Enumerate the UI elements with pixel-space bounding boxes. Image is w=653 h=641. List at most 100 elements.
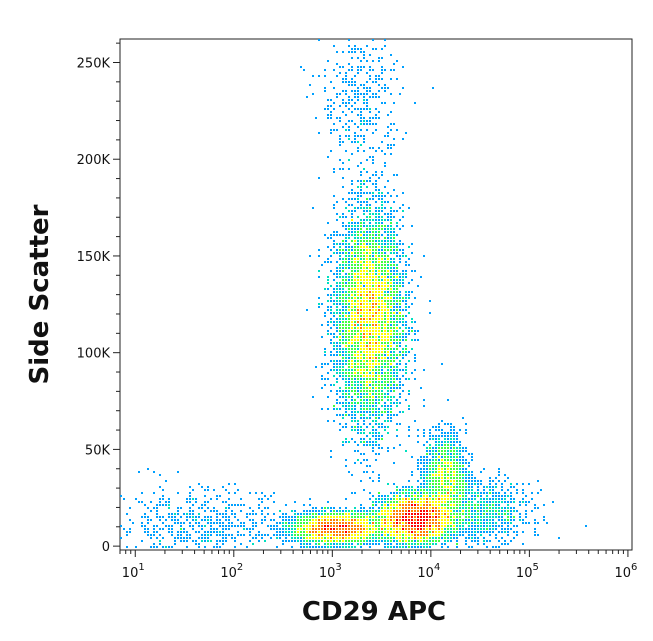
event-dot bbox=[333, 243, 335, 245]
event-dot bbox=[372, 330, 374, 332]
event-dot bbox=[501, 522, 503, 524]
event-dot bbox=[375, 261, 377, 263]
event-dot bbox=[225, 513, 227, 515]
event-dot bbox=[363, 258, 365, 260]
event-dot bbox=[369, 300, 371, 302]
event-dot bbox=[444, 441, 446, 443]
event-dot bbox=[402, 318, 404, 320]
event-dot bbox=[327, 333, 329, 335]
event-dot bbox=[345, 303, 347, 305]
event-dot bbox=[354, 237, 356, 239]
event-dot bbox=[393, 327, 395, 329]
event-dot bbox=[465, 429, 467, 431]
event-dot bbox=[345, 318, 347, 320]
event-dot bbox=[375, 249, 377, 251]
event-dot bbox=[150, 546, 152, 548]
event-dot bbox=[393, 534, 395, 536]
event-dot bbox=[432, 471, 434, 473]
event-dot bbox=[372, 387, 374, 389]
event-dot bbox=[375, 270, 377, 272]
event-dot bbox=[441, 492, 443, 494]
event-dot bbox=[354, 369, 356, 371]
event-dot bbox=[483, 498, 485, 500]
event-dot bbox=[345, 72, 347, 74]
event-dot bbox=[369, 315, 371, 317]
event-dot bbox=[369, 477, 371, 479]
event-dot bbox=[336, 393, 338, 395]
event-dot bbox=[327, 408, 329, 410]
event-dot bbox=[432, 495, 434, 497]
event-dot bbox=[309, 510, 311, 512]
event-dot bbox=[432, 498, 434, 500]
event-dot bbox=[426, 468, 428, 470]
event-dot bbox=[336, 360, 338, 362]
event-dot bbox=[201, 537, 203, 539]
event-dot bbox=[192, 519, 194, 521]
event-dot bbox=[207, 522, 209, 524]
event-dot bbox=[435, 477, 437, 479]
event-dot bbox=[234, 525, 236, 527]
event-dot bbox=[456, 453, 458, 455]
event-dot bbox=[384, 90, 386, 92]
event-dot bbox=[384, 261, 386, 263]
event-dot bbox=[498, 495, 500, 497]
event-dot bbox=[366, 285, 368, 287]
event-dot bbox=[141, 516, 143, 518]
event-dot bbox=[351, 330, 353, 332]
event-dot bbox=[366, 525, 368, 527]
event-dot bbox=[444, 459, 446, 461]
event-dot bbox=[126, 534, 128, 536]
event-dot bbox=[420, 504, 422, 506]
event-dot bbox=[330, 300, 332, 302]
event-dot bbox=[519, 519, 521, 521]
event-dot bbox=[432, 501, 434, 503]
event-dot bbox=[369, 285, 371, 287]
event-dot bbox=[366, 471, 368, 473]
event-dot bbox=[375, 510, 377, 512]
event-dot bbox=[327, 321, 329, 323]
event-dot bbox=[390, 519, 392, 521]
event-dot bbox=[420, 510, 422, 512]
event-dot bbox=[390, 516, 392, 518]
event-dot bbox=[360, 264, 362, 266]
event-dot bbox=[345, 324, 347, 326]
event-dot bbox=[402, 324, 404, 326]
event-dot bbox=[162, 489, 164, 491]
event-dot bbox=[366, 201, 368, 203]
event-dot bbox=[348, 306, 350, 308]
event-dot bbox=[366, 60, 368, 62]
event-dot bbox=[339, 291, 341, 293]
event-dot bbox=[366, 264, 368, 266]
event-dot bbox=[219, 519, 221, 521]
event-dot bbox=[306, 528, 308, 530]
event-dot bbox=[396, 495, 398, 497]
event-dot bbox=[330, 105, 332, 107]
event-dot bbox=[477, 495, 479, 497]
event-dot bbox=[168, 546, 170, 548]
event-dot bbox=[387, 525, 389, 527]
event-dot bbox=[363, 420, 365, 422]
event-dot bbox=[372, 234, 374, 236]
event-dot bbox=[366, 312, 368, 314]
event-dot bbox=[372, 195, 374, 197]
event-dot bbox=[435, 522, 437, 524]
event-dot bbox=[384, 537, 386, 539]
event-dot bbox=[381, 228, 383, 230]
event-dot bbox=[360, 519, 362, 521]
event-dot bbox=[459, 483, 461, 485]
event-dot bbox=[411, 540, 413, 542]
event-dot bbox=[450, 477, 452, 479]
event-dot bbox=[447, 480, 449, 482]
event-dot bbox=[357, 294, 359, 296]
event-dot bbox=[327, 507, 329, 509]
event-dot bbox=[387, 237, 389, 239]
event-dot bbox=[384, 333, 386, 335]
event-dot bbox=[384, 405, 386, 407]
event-dot bbox=[519, 504, 521, 506]
event-dot bbox=[456, 531, 458, 533]
event-dot bbox=[321, 531, 323, 533]
event-dot bbox=[429, 459, 431, 461]
event-dot bbox=[309, 255, 311, 257]
event-dot bbox=[519, 516, 521, 518]
event-dot bbox=[438, 429, 440, 431]
